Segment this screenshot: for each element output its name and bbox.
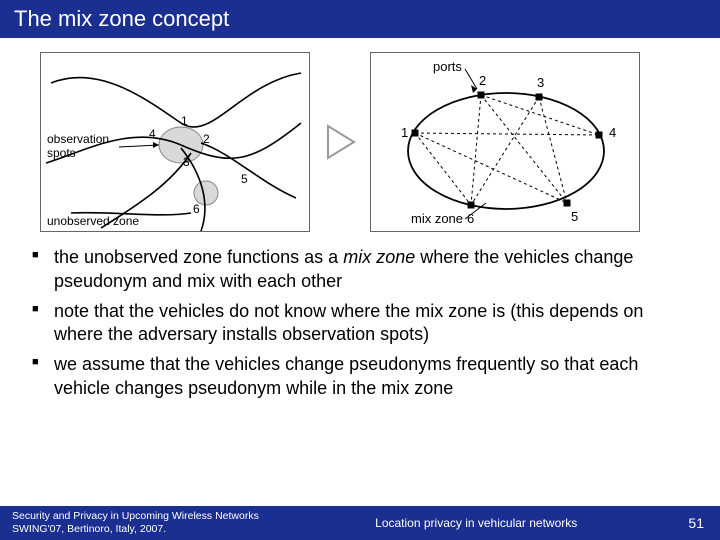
bullet-1: the unobserved zone functions as a mix z… bbox=[28, 246, 692, 294]
panel-mix-zone: 123456portsmix zone bbox=[370, 52, 640, 232]
diagram-left: 123456observationspotsunobserved zone bbox=[41, 53, 311, 233]
bullet-1-pre: the unobserved zone functions as a bbox=[54, 247, 343, 267]
footer-left: Security and Privacy in Upcoming Wireles… bbox=[0, 510, 280, 535]
bullet-3: we assume that the vehicles change pseud… bbox=[28, 353, 692, 401]
diagram-right: 123456portsmix zone bbox=[371, 53, 641, 233]
bullet-1-em: mix zone bbox=[343, 247, 415, 267]
footer-bar: Security and Privacy in Upcoming Wireles… bbox=[0, 506, 720, 540]
bullet-3-text: we assume that the vehicles change pseud… bbox=[54, 354, 638, 398]
svg-text:3: 3 bbox=[537, 75, 544, 90]
svg-text:1: 1 bbox=[401, 125, 408, 140]
play-arrow-icon bbox=[322, 122, 358, 162]
svg-text:6: 6 bbox=[193, 202, 200, 216]
footer-conference: Security and Privacy in Upcoming Wireles… bbox=[12, 510, 268, 523]
svg-text:5: 5 bbox=[571, 209, 578, 224]
svg-text:unobserved zone: unobserved zone bbox=[47, 214, 139, 228]
svg-text:spots: spots bbox=[47, 146, 76, 160]
bullet-2: note that the vehicles do not know where… bbox=[28, 300, 692, 348]
arrow-separator bbox=[322, 122, 358, 162]
svg-text:mix zone: mix zone bbox=[411, 211, 463, 226]
diagram-row: 123456observationspotsunobserved zone 12… bbox=[0, 38, 720, 240]
slide-title-bar: The mix zone concept bbox=[0, 0, 720, 38]
footer-page-number: 51 bbox=[672, 515, 720, 531]
svg-text:4: 4 bbox=[149, 127, 156, 141]
svg-text:2: 2 bbox=[203, 132, 210, 146]
svg-text:2: 2 bbox=[479, 73, 486, 88]
bullet-2-text: note that the vehicles do not know where… bbox=[54, 301, 643, 345]
svg-text:3: 3 bbox=[183, 155, 190, 169]
svg-text:observation: observation bbox=[47, 132, 109, 146]
svg-text:1: 1 bbox=[181, 114, 188, 128]
footer-topic: Location privacy in vehicular networks bbox=[280, 516, 672, 530]
bullet-list: the unobserved zone functions as a mix z… bbox=[0, 240, 720, 401]
svg-text:ports: ports bbox=[433, 59, 462, 74]
footer-venue: SWING'07, Bertinoro, Italy, 2007. bbox=[12, 523, 268, 536]
slide-title: The mix zone concept bbox=[14, 6, 229, 31]
svg-text:5: 5 bbox=[241, 172, 248, 186]
svg-text:4: 4 bbox=[609, 125, 616, 140]
panel-unobserved-zone: 123456observationspotsunobserved zone bbox=[40, 52, 310, 232]
